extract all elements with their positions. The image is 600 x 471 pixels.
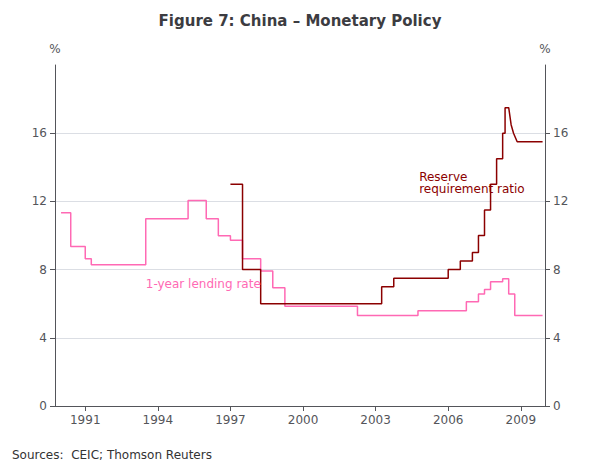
svg-text:12: 12 <box>553 194 568 208</box>
svg-text:2009: 2009 <box>506 413 537 427</box>
svg-text:1994: 1994 <box>143 413 174 427</box>
svg-text:%: % <box>539 42 550 56</box>
svg-text:8: 8 <box>39 263 47 277</box>
svg-text:Reserve: Reserve <box>419 169 468 184</box>
svg-text:0: 0 <box>39 399 47 413</box>
svg-text:%: % <box>49 42 60 56</box>
svg-text:Sources: CEIC; Thomson Reuter: Sources: CEIC; Thomson Reuters <box>12 448 212 462</box>
svg-text:8: 8 <box>553 263 561 277</box>
svg-text:12: 12 <box>32 194 47 208</box>
svg-text:2003: 2003 <box>360 413 391 427</box>
svg-text:1991: 1991 <box>70 413 101 427</box>
svg-text:4: 4 <box>553 331 561 345</box>
svg-text:16: 16 <box>553 126 568 140</box>
svg-text:1-year lending rate: 1-year lending rate <box>146 277 261 291</box>
svg-text:16: 16 <box>32 126 47 140</box>
svg-text:Figure 7: China – Monetary Pol: Figure 7: China – Monetary Policy <box>159 12 442 30</box>
svg-text:1997: 1997 <box>215 413 246 427</box>
svg-text:2000: 2000 <box>288 413 319 427</box>
svg-text:0: 0 <box>553 399 561 413</box>
svg-text:requirement ratio: requirement ratio <box>419 182 525 196</box>
svg-text:4: 4 <box>39 331 47 345</box>
svg-text:2006: 2006 <box>433 413 464 427</box>
